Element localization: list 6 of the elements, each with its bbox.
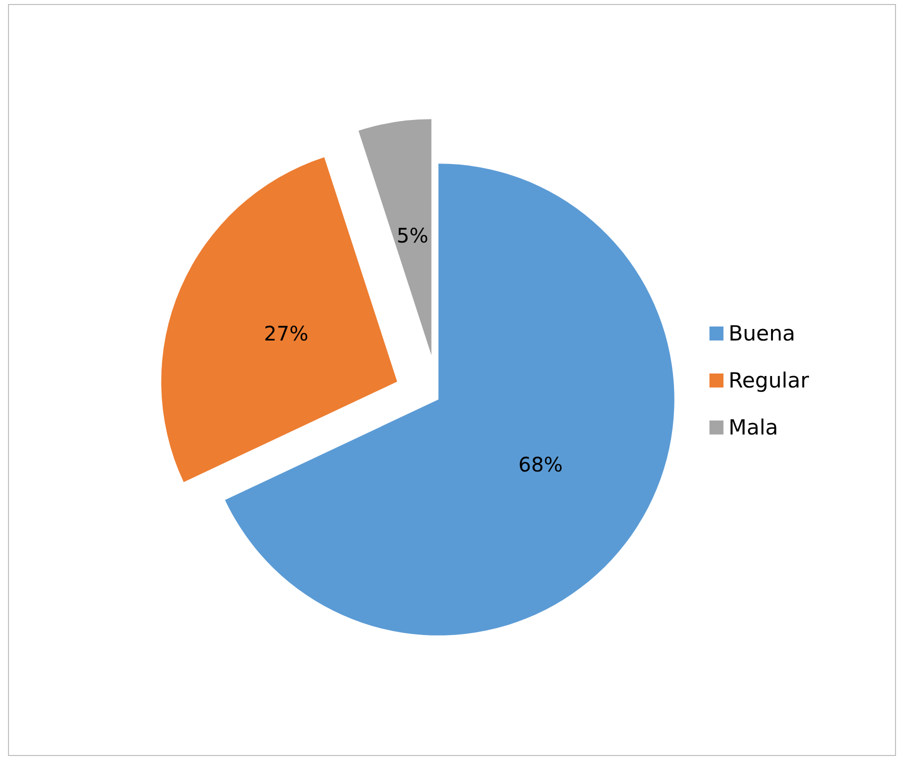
data-label: 68%	[518, 452, 563, 476]
data-label: 5%	[396, 224, 428, 248]
data-label: 27%	[264, 322, 308, 346]
legend-label: Mala	[728, 416, 778, 440]
legend-label: Regular	[728, 368, 810, 392]
legend-label: Buena	[728, 322, 796, 346]
